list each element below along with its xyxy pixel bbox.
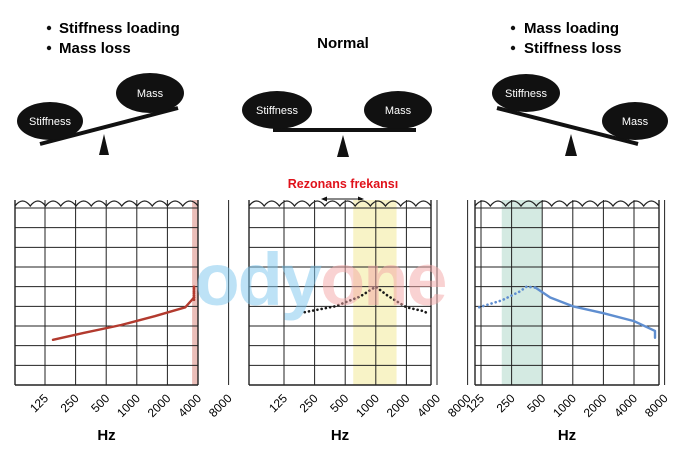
bullet-dot: [46, 25, 52, 31]
seesaw-2-right-label: Mass: [385, 105, 412, 117]
resonance-frequency-label: Rezonans frekansı: [288, 177, 398, 191]
x-tick-label: 1000: [550, 391, 579, 420]
seesaw-1-fulcrum: [99, 134, 109, 155]
seesaw-1: Stiffness Mass: [17, 73, 184, 155]
x-tick-label: 250: [58, 391, 82, 415]
seesaw-2-fulcrum: [337, 135, 349, 157]
bullet-dot: [510, 25, 516, 31]
bullet-dot: [46, 45, 52, 51]
panel-3-bullet-1: Mass loading: [524, 20, 619, 37]
x-tick-label: 500: [327, 391, 351, 415]
response-curve-dotted-2: [303, 285, 429, 315]
seesaw-3-fulcrum: [565, 134, 577, 156]
x-axis-label-1: Hz: [97, 427, 115, 444]
frequency-band-3: [501, 200, 543, 385]
x-tick-label: 4000: [175, 391, 204, 420]
chart-panel-1: 125 250 500 1000 2000 4000 8000 Hz: [14, 200, 235, 444]
seesaw-3-right-label: Mass: [622, 116, 649, 128]
seesaw-3-beam: [496, 106, 639, 146]
seesaw-2-mass-weight: [364, 91, 432, 129]
seesaw-2-left-label: Stiffness: [256, 105, 298, 117]
seesaw-1-left-label: Stiffness: [29, 116, 71, 128]
watermark: odyone: [194, 238, 447, 321]
x-tick-label: 1000: [353, 391, 382, 420]
x-tick-label: 2000: [384, 391, 413, 420]
x-tick-label: 2000: [145, 391, 174, 420]
panel-2-title: Normal: [317, 35, 369, 52]
response-curve-dotted-3: [477, 285, 537, 309]
x-tick-label: 125: [27, 391, 51, 415]
seesaw-3-stiffness-weight: [492, 74, 560, 112]
watermark-part-b: one: [320, 238, 446, 321]
wavy-top-border: [248, 200, 432, 208]
x-tick-label: 250: [494, 391, 518, 415]
x-tick-label: 4000: [414, 391, 443, 420]
x-tick-label: 125: [266, 391, 290, 415]
response-curve-solid-3: [534, 286, 657, 339]
x-axis-label-3: Hz: [558, 427, 576, 444]
x-tick-label: 250: [297, 391, 321, 415]
wavy-top-border: [474, 200, 660, 208]
seesaw-3-left-label: Stiffness: [505, 88, 547, 100]
bullet-dot: [510, 45, 516, 51]
panel-1-bullet-1: Stiffness loading: [59, 20, 180, 37]
panel-1-bullet-2: Mass loss: [59, 40, 131, 57]
x-tick-label: 500: [524, 391, 548, 415]
watermark-text: odyone: [194, 238, 445, 321]
response-curve-solid-1: [51, 296, 196, 341]
seesaw-2: Stiffness Mass: [242, 91, 432, 157]
frequency-band-2: [353, 200, 397, 385]
x-tick-label: 1000: [114, 391, 143, 420]
seesaw-3: Stiffness Mass: [492, 74, 668, 156]
x-tick-label: 8000: [206, 391, 235, 420]
x-tick-label: 4000: [611, 391, 640, 420]
seesaw-2-stiffness-weight: [242, 91, 312, 129]
x-tick-label: 500: [88, 391, 112, 415]
panel-3-header: Mass loading Stiffness loss: [510, 20, 622, 57]
panel-3-bullet-2: Stiffness loss: [524, 40, 622, 57]
x-tick-label: 2000: [581, 391, 610, 420]
wavy-top-border: [14, 200, 199, 208]
seesaw-3-mass-weight: [602, 102, 668, 140]
seesaw-1-right-label: Mass: [137, 88, 164, 100]
x-tick-label: 8000: [642, 391, 671, 420]
x-axis-label-2: Hz: [331, 427, 349, 444]
seesaw-1-stiffness-weight: [17, 102, 83, 140]
seesaw-1-mass-weight: [116, 73, 184, 113]
watermark-part-a: ody: [194, 238, 321, 321]
panel-1-header: Stiffness loading Mass loss: [46, 20, 180, 57]
